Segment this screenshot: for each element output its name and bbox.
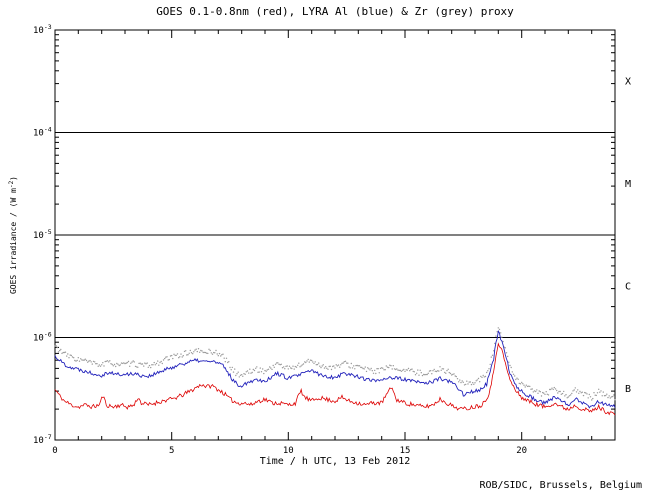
flare-class-label: M — [625, 179, 631, 190]
axes — [54, 29, 616, 441]
y-tick-label: 10-3 — [33, 23, 52, 36]
chart-title: GOES 0.1-0.8nm (red), LYRA Al (blue) & Z… — [156, 5, 514, 18]
x-tick-label: 15 — [400, 446, 411, 456]
x-tick-label: 20 — [516, 446, 527, 456]
flare-class-label: B — [625, 384, 631, 395]
x-tick-label: 5 — [169, 446, 174, 456]
credit-text: ROB/SIDC, Brussels, Belgium — [479, 480, 642, 491]
x-tick-label: 10 — [283, 446, 294, 456]
tick-labels: 10-7 10-6 10-5 10-4 10-3 0 5 10 15 20 X M C B — [33, 23, 631, 456]
x-tick-label: 0 — [52, 446, 57, 456]
series-goes-red — [54, 342, 616, 416]
flare-class-label: X — [625, 76, 631, 87]
x-axis-title: Time / h UTC, 13 Feb 2012 — [259, 456, 411, 467]
series-lyra-zr-grey — [54, 327, 616, 401]
y-tick-label: 10-7 — [33, 433, 52, 446]
y-tick-label: 10-5 — [33, 228, 52, 241]
y-tick-label: 10-6 — [33, 331, 52, 344]
y-axis-title: GOES irradiance / (W m-2) — [8, 176, 18, 294]
flare-class-label: C — [625, 281, 631, 292]
series-lyra-al-blue — [54, 329, 616, 409]
y-tick-label: 10-4 — [33, 126, 52, 139]
